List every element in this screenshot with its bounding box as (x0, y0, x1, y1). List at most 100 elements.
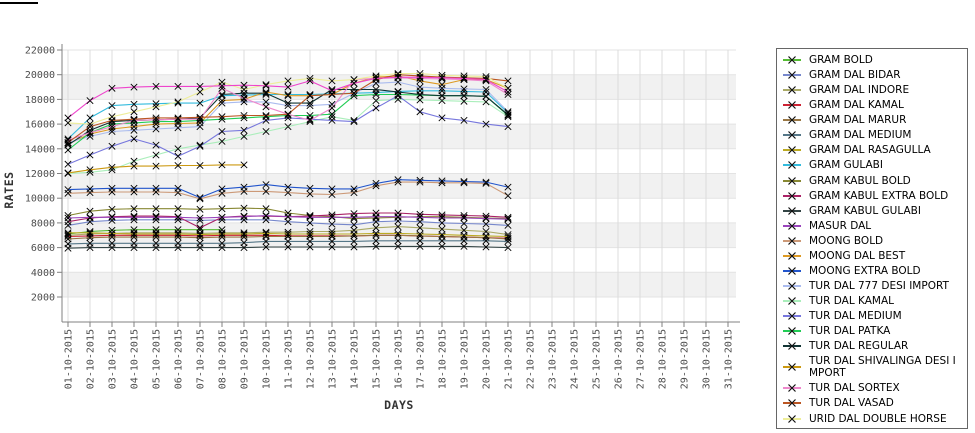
legend-swatch-icon (782, 341, 802, 351)
y-tick-label: 22000 (25, 46, 55, 57)
x-tick-label: 18-10-2015 (438, 329, 449, 389)
x-tick-label: 17-10-2015 (416, 329, 427, 389)
x-tick-label: 27-10-2015 (636, 329, 647, 389)
legend-item-gram-dal-indore: GRAM DAL INDORE (782, 84, 963, 96)
x-tick-label: 16-10-2015 (394, 329, 405, 389)
plot-band (62, 272, 736, 297)
legend-swatch-icon (782, 251, 802, 261)
x-tick-label: 07-10-2015 (196, 329, 207, 389)
legend-swatch-icon (782, 85, 802, 95)
legend-label: GRAM DAL RASAGULLA (809, 144, 931, 156)
legend-label: MOONG EXTRA BOLD (809, 265, 921, 277)
legend-swatch-icon (782, 266, 802, 276)
legend-swatch-icon (782, 383, 802, 393)
x-tick-label: 25-10-2015 (592, 329, 603, 389)
legend-item-gram-dal-kamal: GRAM DAL KAMAL (782, 99, 963, 111)
legend-label: GRAM KABUL GULABI (809, 205, 921, 217)
x-tick-label: 24-10-2015 (570, 329, 581, 389)
legend-swatch-icon (782, 55, 802, 65)
legend-item-gram-dal-bidar: GRAM DAL BIDAR (782, 69, 963, 81)
legend-label: MOONG DAL BEST (809, 250, 905, 262)
legend-label: TUR DAL REGULAR (809, 340, 908, 352)
x-axis-title: DAYS (384, 398, 414, 412)
x-tick-label: 06-10-2015 (174, 329, 185, 389)
plot-band (62, 124, 736, 149)
legend-item-masur-dal: MASUR DAL (782, 220, 963, 232)
x-tick-label: 02-10-2015 (86, 329, 97, 389)
y-tick-label: 16000 (25, 120, 55, 131)
x-tick-label: 05-10-2015 (152, 329, 163, 389)
y-tick-label: 20000 (25, 70, 55, 81)
legend-item-tur-dal-777-desi-import: TUR DAL 777 DESI IMPORT (782, 280, 963, 292)
y-tick-label: 10000 (25, 194, 55, 205)
legend-swatch-icon (782, 176, 802, 186)
legend-item-gram-gulabi: GRAM GULABI (782, 159, 963, 171)
x-tick-label: 29-10-2015 (680, 329, 691, 389)
legend-label: TUR DAL 777 DESI IMPORT (809, 280, 949, 292)
x-tick-label: 28-10-2015 (658, 329, 669, 389)
x-tick-label: 23-10-2015 (548, 329, 559, 389)
y-tick-label: 6000 (31, 243, 55, 254)
rates-line-chart: 2000 4000 6000 8000 10000 12000 14000 16000 1800… (0, 0, 770, 433)
legend-label: GRAM DAL MARUR (809, 114, 906, 126)
legend-swatch-icon (782, 115, 802, 125)
x-tick-label: 21-10-2015 (504, 329, 515, 389)
legend-label: GRAM GULABI (809, 159, 883, 171)
legend-swatch-icon (782, 100, 802, 110)
legend-label: TUR DAL MEDIUM (809, 310, 902, 322)
x-tick-label: 08-10-2015 (218, 329, 229, 389)
legend-label: TUR DAL KAMAL (809, 295, 894, 307)
x-tick-label: 12-10-2015 (306, 329, 317, 389)
legend-item-urid-dal-double-horse: URID DAL DOUBLE HORSE (782, 413, 963, 425)
legend-swatch-icon (782, 326, 802, 336)
legend-swatch-icon (782, 296, 802, 306)
legend-swatch-icon (782, 130, 802, 140)
legend-swatch-icon (782, 221, 802, 231)
x-tick-label: 19-10-2015 (460, 329, 471, 389)
x-tick-label: 22-10-2015 (526, 329, 537, 389)
y-tick-label: 4000 (31, 268, 55, 279)
legend-label: GRAM KABUL BOLD (809, 175, 911, 187)
legend-swatch-icon (782, 236, 802, 246)
y-tick-label: 18000 (25, 95, 55, 106)
x-tick-label: 15-10-2015 (372, 329, 383, 389)
legend-swatch-icon (782, 206, 802, 216)
x-tick-label: 20-10-2015 (482, 329, 493, 389)
y-tick-label: 8000 (31, 218, 55, 229)
legend-label: TUR DAL SORTEX (809, 382, 900, 394)
y-tick-label: 14000 (25, 144, 55, 155)
y-tick-label: 12000 (25, 169, 55, 180)
y-tick-label: 2000 (31, 293, 55, 304)
legend-swatch-icon (782, 311, 802, 321)
legend-label: TUR DAL VASAD (809, 397, 894, 409)
legend-item-tur-dal-vasad: TUR DAL VASAD (782, 397, 963, 409)
plot-band (62, 174, 736, 199)
legend-label: GRAM KABUL EXTRA BOLD (809, 190, 948, 202)
legend-swatch-icon (782, 145, 802, 155)
legend-label: TUR DAL PATKA (809, 325, 890, 337)
x-tick-label: 03-10-2015 (108, 329, 119, 389)
legend-item-tur-dal-patka: TUR DAL PATKA (782, 325, 963, 337)
legend-item-tur-dal-sortex: TUR DAL SORTEX (782, 382, 963, 394)
x-tick-label: 10-10-2015 (262, 329, 273, 389)
legend-swatch-icon (782, 362, 802, 372)
x-tick-label: 11-10-2015 (284, 329, 295, 389)
legend-item-gram-kabul-extra-bold: GRAM KABUL EXTRA BOLD (782, 190, 963, 202)
legend-item-tur-dal-medium: TUR DAL MEDIUM (782, 310, 963, 322)
legend-label: GRAM DAL MEDIUM (809, 129, 911, 141)
legend-label: MASUR DAL (809, 220, 871, 232)
legend-item-gram-kabul-bold: GRAM KABUL BOLD (782, 175, 963, 187)
legend-item-gram-kabul-gulabi: GRAM KABUL GULABI (782, 205, 963, 217)
x-tick-label: 09-10-2015 (240, 329, 251, 389)
legend-item-moong-dal-best: MOONG DAL BEST (782, 250, 963, 262)
x-tick-label: 14-10-2015 (350, 329, 361, 389)
legend-item-gram-dal-medium: GRAM DAL MEDIUM (782, 129, 963, 141)
legend-item-tur-dal-kamal: TUR DAL KAMAL (782, 295, 963, 307)
legend-label: URID DAL DOUBLE HORSE (809, 413, 947, 425)
legend-item-tur-dal-regular: TUR DAL REGULAR (782, 340, 963, 352)
legend-swatch-icon (782, 281, 802, 291)
x-tick-label: 04-10-2015 (130, 329, 141, 389)
x-tick-label: 26-10-2015 (614, 329, 625, 389)
legend-item-tur-dal-shivalinga-desi-import: TUR DAL SHIVALINGA DESI IMPORT (782, 355, 963, 379)
